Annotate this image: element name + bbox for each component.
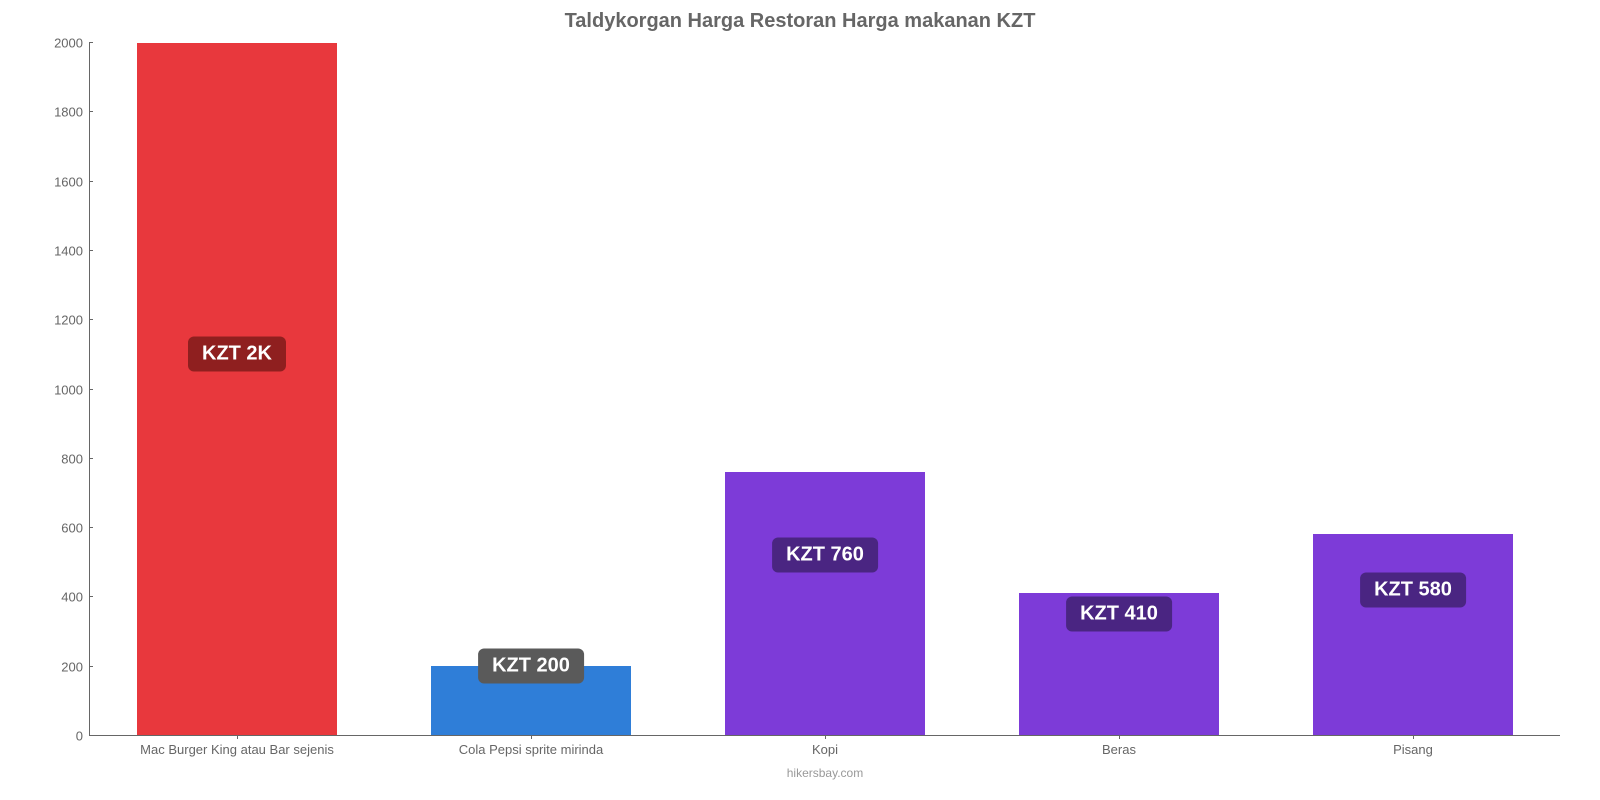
y-tick-label: 1600 [54,174,83,189]
bar-value-label: KZT 2K [188,337,286,372]
y-tick-label: 600 [61,521,83,536]
bar-slot: KZT 410 [972,43,1266,735]
y-tick-label: 1800 [54,105,83,120]
bars-row: KZT 2K KZT 200 KZT 760 KZT 410 KZT 580 [90,43,1560,735]
bar: KZT 580 [1313,534,1513,735]
bar-value-label: KZT 410 [1066,596,1172,631]
bar-slot: KZT 200 [384,43,678,735]
x-axis-label: Pisang [1266,736,1560,762]
chart-title: Taldykorgan Harga Restoran Harga makanan… [40,10,1560,33]
y-tick-label: 800 [61,451,83,466]
bar-slot: KZT 2K [90,43,384,735]
x-tick-mark [825,735,826,739]
bar-value-label: KZT 760 [772,538,878,573]
x-tick-mark [531,735,532,739]
bar: KZT 2K [137,43,337,735]
x-tick-mark [1119,735,1120,739]
x-tick-mark [1413,735,1414,739]
plot-area: KZT 2K KZT 200 KZT 760 KZT 410 KZT 580 [90,43,1560,736]
y-tick-label: 1400 [54,243,83,258]
bar-slot: KZT 580 [1266,43,1560,735]
bar-value-label: KZT 200 [478,648,584,683]
x-axis-label: Mac Burger King atau Bar sejenis [90,736,384,762]
x-axis: Mac Burger King atau Bar sejenisCola Pep… [90,736,1560,762]
y-tick-label: 1200 [54,313,83,328]
bar: KZT 200 [431,666,631,735]
y-tick-label: 400 [61,590,83,605]
y-tick-label: 1000 [54,382,83,397]
x-axis-label: Cola Pepsi sprite mirinda [384,736,678,762]
y-tick-label: 200 [61,659,83,674]
plot-wrapper: 0200400600800100012001400160018002000 KZ… [40,43,1560,736]
x-axis-label: Beras [972,736,1266,762]
bar: KZT 760 [725,472,925,735]
price-chart: Taldykorgan Harga Restoran Harga makanan… [0,0,1600,800]
y-tick-label: 2000 [54,36,83,51]
chart-credit: hikersbay.com [90,766,1560,780]
x-axis-label: Kopi [678,736,972,762]
bar-slot: KZT 760 [678,43,972,735]
bar-value-label: KZT 580 [1360,572,1466,607]
x-tick-mark [237,735,238,739]
bar: KZT 410 [1019,593,1219,735]
y-tick-label: 0 [76,729,83,744]
y-axis: 0200400600800100012001400160018002000 [40,43,90,736]
